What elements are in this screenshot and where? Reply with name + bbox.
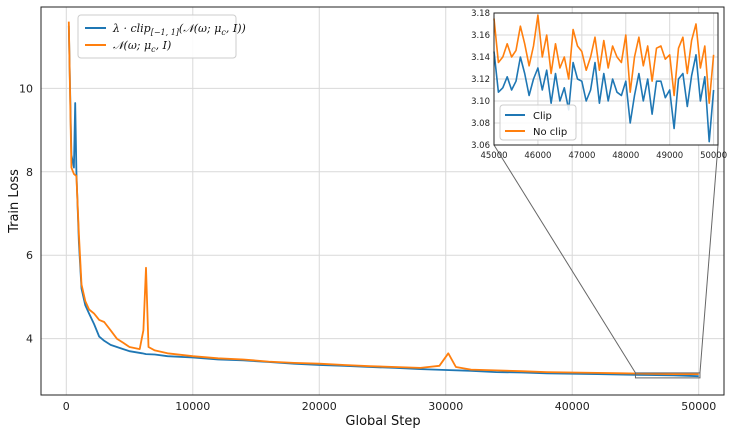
inset-y-tick-label: 3.08 — [471, 119, 490, 129]
y-axis-label: Train Loss — [7, 169, 22, 234]
main-series-group — [67, 21, 699, 378]
inset-series-line-clip — [493, 51, 715, 143]
main-x-tick-label: 20000 — [302, 400, 337, 413]
legend-label-no-clip-series: 𝒩(ω; μc, I) — [113, 39, 171, 54]
inset-x-tick-label: 50000 — [700, 151, 727, 161]
inset-y-tick-label: 3.14 — [471, 53, 490, 63]
legend-label-clip-series-sub: [−1, 1] — [151, 28, 180, 37]
inset-tick-labels: 45000 46000 47000 48000 49000 50000 3.06 3.08 3.… — [471, 9, 727, 161]
inset-x-tick-label: 47000 — [568, 151, 595, 161]
inset-legend: Clip No clip — [499, 104, 577, 141]
legend-label-clip-series-sub2: c — [221, 28, 226, 37]
inset-x-tick-label: 48000 — [612, 151, 639, 161]
zoom-region-box — [634, 372, 701, 379]
inset-x-tick-label: 49000 — [656, 151, 683, 161]
main-y-tick-label: 8 — [26, 166, 33, 179]
x-axis-label: Global Step — [345, 414, 420, 429]
main-x-tick-label: 30000 — [428, 400, 463, 413]
main-tick-labels: 0 10000 20000 30000 40000 50000 4 6 8 10 — [19, 82, 716, 413]
zoom-connector-left — [493, 144, 636, 374]
inset-x-tick-label: 45000 — [480, 151, 507, 161]
main-legend-box — [77, 14, 237, 59]
inset-x-tick-label: 46000 — [524, 151, 551, 161]
inset-legend-label-clip: Clip — [533, 111, 552, 122]
series-line-no-clip — [67, 21, 699, 376]
legend-label-clip-series-post: (𝒩(ω; μ — [179, 22, 221, 35]
inset-y-tick-label: 3.18 — [471, 9, 490, 19]
inset-plot-frame — [493, 12, 719, 146]
legend-label-no-clip-series-pre: 𝒩(ω; μ — [113, 39, 151, 52]
legend-label-no-clip-series-post: , I) — [156, 39, 172, 52]
inset-legend-label-no-clip: No clip — [533, 127, 567, 138]
inset-y-tick-label: 3.06 — [471, 141, 490, 151]
legend-label-clip-series-pre: λ · clip — [112, 22, 151, 35]
main-plot-frame — [40, 6, 725, 396]
main-y-tick-label: 4 — [26, 333, 33, 346]
main-x-tick-label: 40000 — [555, 400, 590, 413]
inset-chart: 45000 46000 47000 48000 49000 50000 3.06 3.08 3.… — [471, 9, 727, 161]
inset-y-tick-label: 3.12 — [471, 75, 490, 85]
legend-label-clip-series: λ · clip[−1, 1](𝒩(ω; μc, I)) — [112, 22, 246, 37]
main-x-tick-label: 10000 — [175, 400, 210, 413]
inset-y-tick-label: 3.16 — [471, 31, 490, 41]
inset-series-line-no-clip — [493, 14, 715, 104]
inset-series-group — [493, 14, 715, 143]
main-x-tick-label: 0 — [63, 400, 70, 413]
legend-label-no-clip-series-sub: c — [151, 45, 156, 54]
series-line-clip — [67, 25, 699, 378]
zoom-connector-right — [699, 144, 719, 373]
zoom-indicator — [493, 144, 719, 379]
inset-y-tick-label: 3.10 — [471, 97, 490, 107]
main-x-tick-label: 50000 — [681, 400, 716, 413]
main-y-tick-label: 6 — [26, 249, 33, 262]
main-legend: λ · clip[−1, 1](𝒩(ω; μc, I)) 𝒩(ω; μc, I) — [77, 14, 246, 59]
legend-label-clip-series-end: , I)) — [226, 22, 246, 35]
main-y-tick-label: 10 — [19, 82, 33, 95]
